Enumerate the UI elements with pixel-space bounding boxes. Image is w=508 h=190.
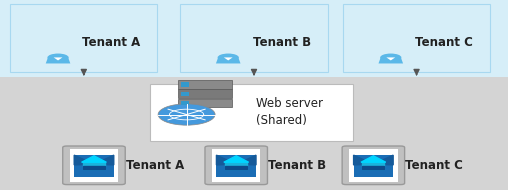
Polygon shape — [378, 57, 403, 63]
FancyBboxPatch shape — [181, 82, 189, 87]
FancyBboxPatch shape — [350, 149, 397, 182]
FancyBboxPatch shape — [63, 146, 125, 185]
Circle shape — [47, 54, 69, 62]
Polygon shape — [83, 166, 105, 169]
Text: Tenant A: Tenant A — [126, 159, 184, 172]
FancyBboxPatch shape — [0, 0, 508, 77]
FancyBboxPatch shape — [181, 101, 189, 105]
Polygon shape — [82, 156, 106, 162]
Polygon shape — [216, 57, 240, 63]
FancyBboxPatch shape — [342, 146, 404, 185]
Polygon shape — [361, 156, 386, 162]
FancyBboxPatch shape — [74, 155, 114, 177]
FancyBboxPatch shape — [177, 80, 232, 89]
Polygon shape — [224, 156, 248, 162]
Circle shape — [158, 104, 215, 125]
FancyBboxPatch shape — [212, 149, 261, 182]
FancyBboxPatch shape — [354, 155, 393, 177]
Text: Web server: Web server — [256, 97, 323, 110]
FancyBboxPatch shape — [343, 4, 490, 72]
Text: Tenant C: Tenant C — [415, 36, 473, 49]
Polygon shape — [363, 162, 384, 169]
FancyBboxPatch shape — [177, 89, 232, 98]
Polygon shape — [216, 155, 236, 165]
Text: Tenant C: Tenant C — [405, 159, 463, 172]
FancyBboxPatch shape — [0, 77, 508, 190]
Polygon shape — [46, 57, 70, 63]
FancyBboxPatch shape — [205, 146, 267, 185]
Text: Tenant B: Tenant B — [268, 159, 326, 172]
Polygon shape — [94, 155, 114, 165]
FancyBboxPatch shape — [180, 4, 328, 72]
Polygon shape — [363, 166, 384, 169]
Polygon shape — [373, 155, 393, 165]
FancyBboxPatch shape — [181, 92, 189, 96]
FancyBboxPatch shape — [177, 99, 232, 107]
FancyBboxPatch shape — [70, 149, 118, 182]
Polygon shape — [387, 57, 395, 60]
Polygon shape — [224, 57, 233, 60]
FancyBboxPatch shape — [150, 84, 353, 141]
Text: Tenant B: Tenant B — [252, 36, 311, 49]
Polygon shape — [74, 155, 94, 165]
Text: Tenant A: Tenant A — [82, 36, 141, 49]
Polygon shape — [354, 155, 373, 165]
Polygon shape — [236, 155, 256, 165]
Polygon shape — [226, 166, 247, 169]
Circle shape — [217, 54, 239, 62]
Polygon shape — [226, 162, 247, 169]
Polygon shape — [83, 162, 105, 169]
FancyBboxPatch shape — [10, 4, 157, 72]
FancyBboxPatch shape — [216, 155, 256, 177]
Polygon shape — [54, 57, 62, 60]
Circle shape — [380, 54, 401, 62]
Text: (Shared): (Shared) — [256, 114, 306, 127]
